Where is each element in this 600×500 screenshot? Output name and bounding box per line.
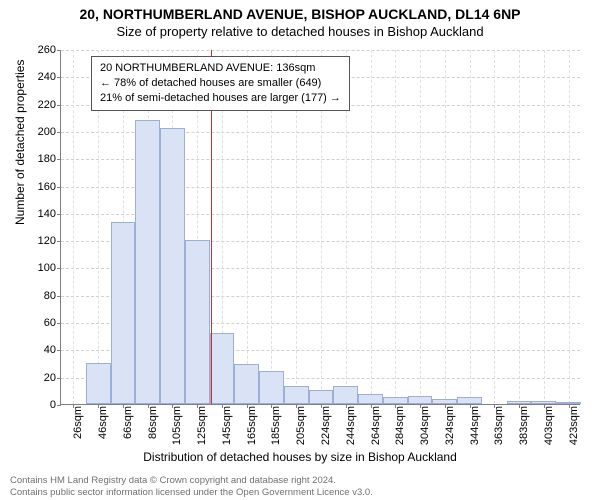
ytick-mark (57, 268, 61, 269)
histogram-bar (135, 120, 160, 404)
xtick-label: 403sqm (543, 406, 555, 445)
ytick-label: 60 (26, 317, 56, 329)
annotation-line-2: ← 78% of detached houses are smaller (64… (100, 76, 341, 91)
ytick-mark (57, 77, 61, 78)
x-axis-label: Distribution of detached houses by size … (0, 450, 600, 464)
gridline-v (470, 50, 471, 404)
gridline-v (519, 50, 520, 404)
histogram-bar (185, 240, 210, 404)
ytick-label: 260 (26, 44, 56, 56)
gridline-v (494, 50, 495, 404)
xtick-label: 46sqm (97, 406, 109, 439)
license-line-1: Contains HM Land Registry data © Crown c… (10, 475, 336, 486)
histogram-bar (86, 363, 111, 404)
histogram-bar (111, 222, 136, 404)
gridline-v (544, 50, 545, 404)
ytick-label: 200 (26, 126, 56, 138)
ytick-mark (57, 405, 61, 406)
xtick-label: 423sqm (568, 406, 580, 445)
ytick-mark (57, 105, 61, 106)
annotation-box: 20 NORTHUMBERLAND AVENUE: 136sqm ← 78% o… (91, 56, 350, 111)
ytick-label: 0 (26, 399, 56, 411)
ytick-label: 220 (26, 99, 56, 111)
ytick-label: 240 (26, 71, 56, 83)
histogram-bar (358, 394, 383, 404)
ytick-label: 180 (26, 153, 56, 165)
xtick-label: 324sqm (444, 406, 456, 445)
annotation-line-3: 21% of semi-detached houses are larger (… (100, 91, 341, 106)
page-title: 20, NORTHUMBERLAND AVENUE, BISHOP AUCKLA… (0, 0, 600, 22)
ytick-label: 120 (26, 235, 56, 247)
ytick-mark (57, 323, 61, 324)
histogram-bar (309, 390, 334, 404)
ytick-label: 80 (26, 290, 56, 302)
xtick-label: 205sqm (295, 406, 307, 445)
xtick-label: 165sqm (246, 406, 258, 445)
chart-container: 20, NORTHUMBERLAND AVENUE, BISHOP AUCKLA… (0, 0, 600, 500)
ytick-label: 40 (26, 344, 56, 356)
ytick-mark (57, 241, 61, 242)
histogram-bar (408, 396, 433, 404)
histogram-bar (234, 364, 259, 404)
xtick-label: 86sqm (147, 406, 159, 439)
xtick-label: 224sqm (320, 406, 332, 445)
license-line-2: Contains public sector information licen… (10, 487, 373, 498)
xtick-label: 344sqm (469, 406, 481, 445)
xtick-label: 185sqm (270, 406, 282, 445)
ytick-label: 160 (26, 181, 56, 193)
y-axis-label: Number of detached properties (13, 60, 27, 225)
ytick-mark (57, 132, 61, 133)
ytick-mark (57, 214, 61, 215)
xtick-label: 145sqm (221, 406, 233, 445)
gridline-v (395, 50, 396, 404)
ytick-label: 140 (26, 208, 56, 220)
xtick-label: 383sqm (518, 406, 530, 445)
ytick-label: 100 (26, 262, 56, 274)
xtick-label: 26sqm (72, 406, 84, 439)
xtick-label: 304sqm (419, 406, 431, 445)
page-subtitle: Size of property relative to detached ho… (0, 22, 600, 39)
histogram-bar (259, 371, 284, 404)
plot-area: 02040608010012014016018020022024026026sq… (60, 50, 580, 405)
gridline-v (73, 50, 74, 404)
histogram-bar (210, 333, 235, 404)
annotation-line-1: 20 NORTHUMBERLAND AVENUE: 136sqm (100, 61, 341, 76)
xtick-label: 284sqm (394, 406, 406, 445)
ytick-mark (57, 296, 61, 297)
ytick-mark (57, 159, 61, 160)
histogram-bar (333, 386, 358, 404)
xtick-label: 125sqm (196, 406, 208, 445)
ytick-mark (57, 350, 61, 351)
histogram-bar (284, 386, 309, 404)
ytick-label: 20 (26, 372, 56, 384)
histogram-bar (160, 128, 185, 404)
gridline-v (445, 50, 446, 404)
gridline-v (371, 50, 372, 404)
xtick-label: 244sqm (345, 406, 357, 445)
xtick-label: 105sqm (171, 406, 183, 445)
xtick-label: 66sqm (122, 406, 134, 439)
histogram-bar (457, 397, 482, 404)
ytick-mark (57, 187, 61, 188)
ytick-mark (57, 378, 61, 379)
gridline-v (569, 50, 570, 404)
ytick-mark (57, 50, 61, 51)
histogram-bar (383, 397, 408, 404)
xtick-label: 363sqm (493, 406, 505, 445)
gridline-v (420, 50, 421, 404)
xtick-label: 264sqm (370, 406, 382, 445)
